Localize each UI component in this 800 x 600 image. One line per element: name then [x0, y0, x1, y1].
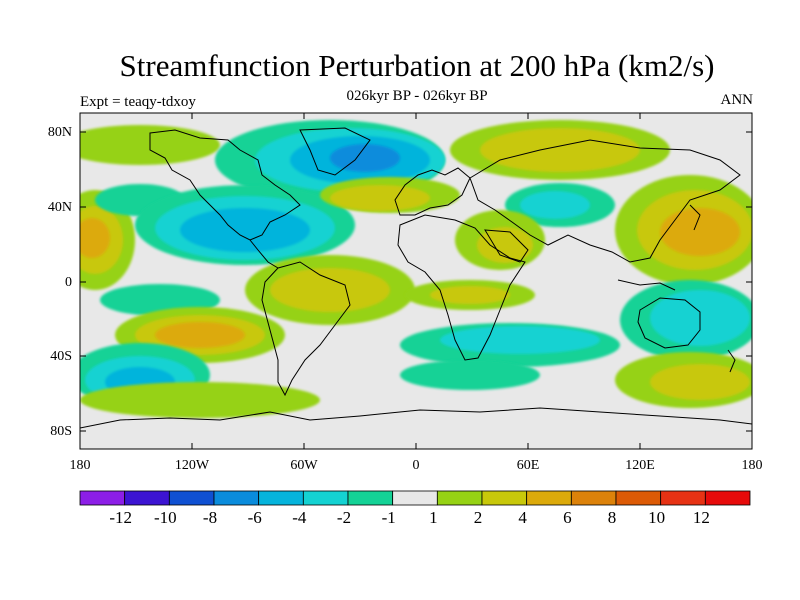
field-contour: [650, 364, 750, 400]
colorbar-swatch: [124, 490, 170, 506]
streamfunction-field: [80, 113, 752, 449]
lat-label-80n: 80N: [48, 125, 72, 140]
field-contour: [330, 144, 400, 172]
longitude-labels: 180 120W 60W 0 60E 120E 180: [70, 458, 763, 473]
lon-label-180w: 180: [70, 458, 91, 473]
field-contour: [520, 191, 590, 219]
colorbar-label: -4: [292, 508, 307, 527]
colorbar-label: 10: [648, 508, 665, 527]
colorbar-label: 2: [474, 508, 483, 527]
colorbar-labels: -12 -10 -8 -6 -4 -2 -1 1 2 4 6 8 10 12: [109, 508, 710, 527]
colorbar-label: -8: [203, 508, 217, 527]
experiment-label: Expt = teaqy-tdxoy: [80, 94, 196, 110]
plot-subtitle: 026kyr BP - 026kyr BP: [346, 88, 488, 104]
lon-label-60w: 60W: [290, 458, 318, 473]
field-contour: [80, 125, 220, 165]
colorbar-label: -2: [337, 508, 351, 527]
colorbar-swatch: [660, 490, 706, 506]
field-contour: [155, 322, 245, 348]
field-contour: [180, 208, 310, 252]
lat-label-80s: 80S: [50, 424, 72, 439]
colorbar-label: 8: [608, 508, 617, 527]
colorbar-swatch: [436, 490, 483, 506]
colorbar-swatch: [481, 490, 528, 506]
colorbar-swatch: [213, 490, 260, 506]
colorbar-label: 12: [693, 508, 710, 527]
colorbar-label: -6: [248, 508, 262, 527]
colorbar-swatch: [302, 490, 349, 506]
latitude-labels: 80N 40N 0 40S 80S: [48, 125, 72, 439]
field-contour: [430, 286, 510, 304]
colorbar-swatch: [570, 490, 617, 506]
colorbar-label: -10: [154, 508, 177, 527]
colorbar-label: -12: [109, 508, 132, 527]
field-contour: [80, 218, 110, 258]
field-contour: [440, 326, 600, 354]
field-contour: [400, 360, 540, 390]
colorbar-swatch: [526, 490, 572, 506]
field-contour: [330, 185, 430, 211]
colorbar-label: -1: [382, 508, 396, 527]
colorbar-swatch: [168, 490, 215, 506]
lon-label-120e: 120E: [625, 458, 655, 473]
lat-label-eq: 0: [65, 275, 72, 290]
field-contour: [80, 382, 320, 418]
colorbar-label: 4: [518, 508, 527, 527]
colorbar: [79, 490, 751, 506]
colorbar-label: 6: [563, 508, 572, 527]
season-label: ANN: [720, 92, 754, 108]
colorbar-swatch: [392, 490, 438, 506]
field-contour: [270, 268, 390, 312]
colorbar-label: 1: [429, 508, 438, 527]
colorbar-swatch: [79, 490, 126, 506]
axis-ticks: [79, 113, 753, 449]
colorbar-swatch: [258, 490, 304, 506]
lat-label-40n: 40N: [48, 200, 72, 215]
colorbar-swatch: [704, 490, 751, 506]
plot-title: Streamfunction Perturbation at 200 hPa (…: [119, 48, 715, 83]
colorbar-swatch: [347, 490, 394, 506]
colorbar-swatch: [615, 490, 662, 506]
lon-label-180e: 180: [742, 458, 763, 473]
field-contour: [477, 227, 533, 263]
lon-label-60e: 60E: [517, 458, 540, 473]
lon-label-120w: 120W: [175, 458, 210, 473]
field-contour: [480, 128, 640, 172]
lon-label-0: 0: [413, 458, 420, 473]
coastlines: [80, 127, 752, 429]
lat-label-40s: 40S: [50, 349, 72, 364]
field-contour: [660, 208, 740, 256]
